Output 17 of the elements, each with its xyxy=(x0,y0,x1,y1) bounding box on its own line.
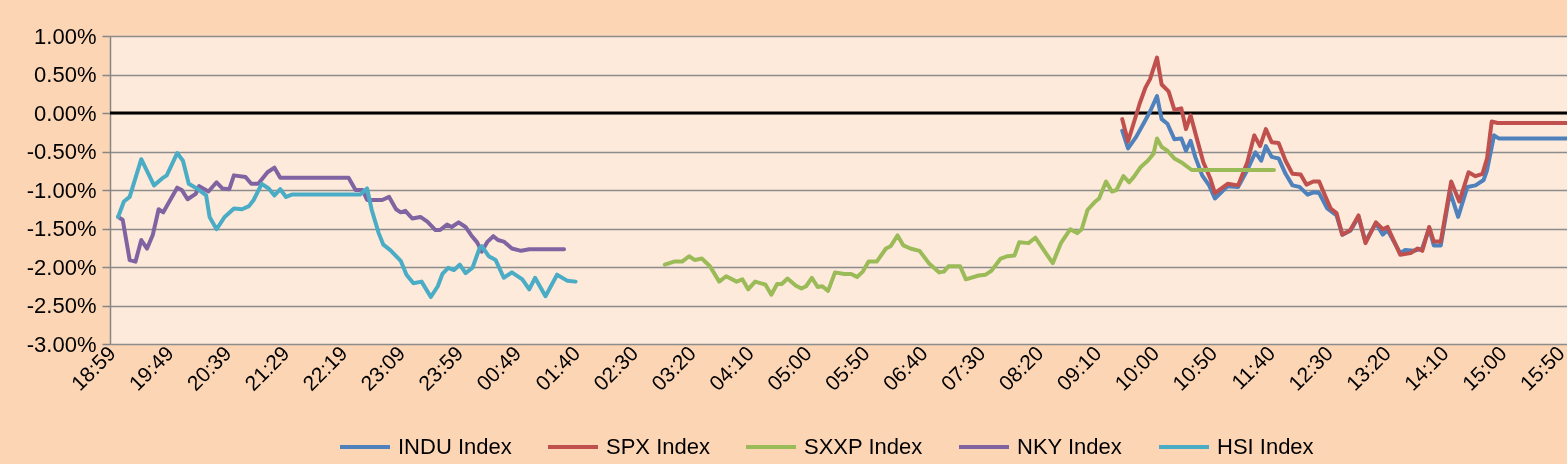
y-tick-label: -1.00% xyxy=(26,177,97,203)
y-tick-label: -1.50% xyxy=(26,216,97,241)
legend-label: HSI Index xyxy=(1217,434,1314,459)
legend-label: NKY Index xyxy=(1017,434,1122,459)
line-series xyxy=(116,151,578,300)
legend-label: SPX Index xyxy=(606,434,710,459)
legend-label: SXXP Index xyxy=(804,434,923,459)
y-tick-label: 0.50% xyxy=(34,62,97,87)
y-tick-label: -2.00% xyxy=(26,254,97,280)
line-series xyxy=(1120,55,1567,257)
y-tick-label: -2.50% xyxy=(26,293,97,318)
line-series xyxy=(116,165,567,264)
y-tick-label: 1.00% xyxy=(34,23,97,49)
legend-label: INDU Index xyxy=(398,434,512,459)
y-tick-label: 0.00% xyxy=(34,100,97,126)
line-series xyxy=(662,136,1276,297)
y-tick-label: -0.50% xyxy=(26,139,97,164)
